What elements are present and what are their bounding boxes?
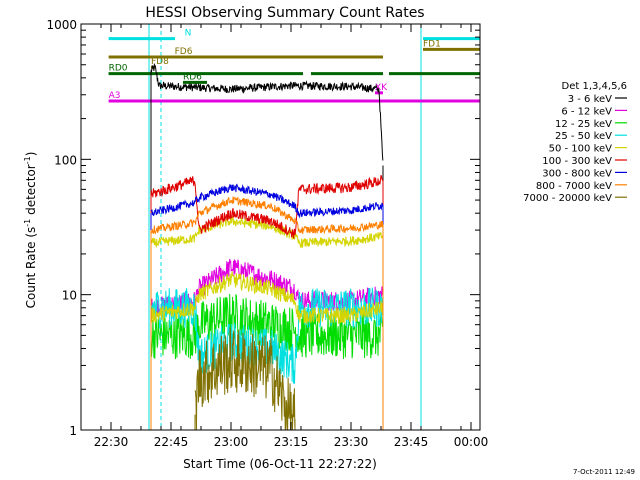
x-axis-label: Start Time (06-Oct-11 22:27:22) [183,457,377,471]
flag-label-fd1: FD1 [423,39,441,49]
legend-entry-label: 800 - 7000 keV [536,181,612,192]
legend-title: Det 1,3,4,5,6 [562,81,627,92]
series-100-300-kev [150,175,384,239]
y-axis-label: Count Rate (s-1 detector-1) [23,152,38,309]
x-tick-label: 22:30 [94,435,129,449]
series-12-25-kev [150,293,384,360]
legend-entry-label: 12 - 25 keV [555,119,612,130]
flag-label-n: N [185,29,192,39]
x-tick-label: 23:45 [394,435,429,449]
legend-entry-label: 6 - 12 keV [561,106,612,117]
y-tick-label: 1000 [46,18,77,32]
y-tick-label: 100 [54,153,77,167]
series-50-100-kev [150,271,384,326]
series-3-6-kev [150,62,384,161]
series-7000-20000-kev [194,327,296,430]
legend-entry-label: 300 - 800 keV [542,168,612,179]
series-300-800-kev [150,183,384,219]
chart-title: HESSI Observing Summary Count Rates [145,5,424,21]
flag-label-fd8: FD8 [151,57,169,67]
legend-entry-label: 7000 - 20000 keV [523,193,612,204]
flag-label-fd6: FD6 [175,47,193,57]
axes: 22:30 22:45 23:00 23:15 23:30 23:45 00:00 1 10 10… [46,18,488,449]
flag-label-xk: XK [375,83,388,93]
x-tick-label: 00:00 [454,435,489,449]
series-800-7000-kev [150,196,384,235]
x-tick-label: 23:15 [274,435,309,449]
footer-date: 7-Oct-2011 12:49 [573,468,635,476]
plot-content [108,24,480,430]
y-tick-label: 10 [62,289,77,303]
flag-label-a3: A3 [109,91,121,101]
x-tick-label: 23:00 [214,435,249,449]
legend-entry-label: 3 - 6 keV [568,94,612,105]
y-tick-label: 1 [69,424,77,438]
x-tick-label: 22:45 [154,435,189,449]
flag-label-rd6: RD6 [183,72,202,82]
legend-entry-label: 50 - 100 keV [549,144,613,155]
flag-label-rd0: RD0 [109,64,128,74]
plot-area: N FD1 FD6 FD8 RD0 RD6 A3 XK [108,24,480,430]
x-tick-label: 23:30 [334,435,369,449]
legend-entry-label: 25 - 50 keV [555,131,612,142]
legend-entry-label: 100 - 300 keV [542,156,612,167]
series-50-100-kev-high- [150,215,384,248]
